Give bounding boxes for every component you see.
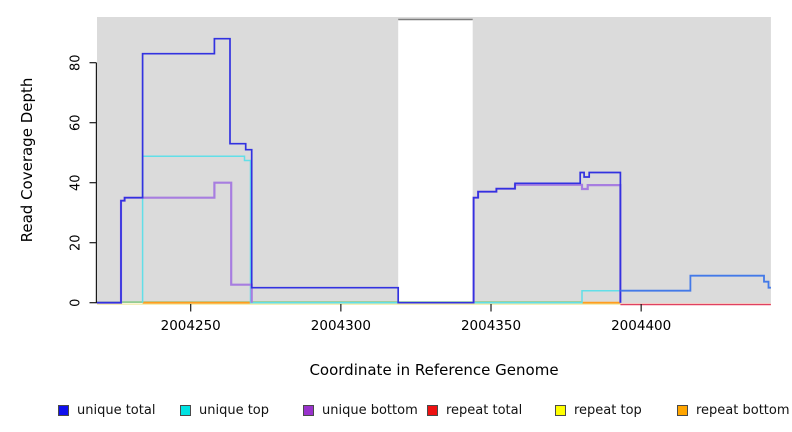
coverage-gap-band: [398, 20, 473, 303]
legend-swatch-icon: [427, 404, 438, 416]
x-tick-label: 2004250: [161, 318, 221, 334]
series-unique-total: [97, 37, 622, 304]
legend-item-unique-top: unique top: [180, 400, 269, 420]
y-axis: 0 20 40 60 80: [69, 54, 98, 307]
legend-swatch-icon: [677, 404, 688, 416]
y-tick-label: 20: [69, 234, 84, 251]
series-unique-top: [141, 155, 622, 304]
legend-label: unique total: [77, 402, 156, 418]
x-tick-label: 2004300: [311, 318, 371, 334]
y-tick-label: 0: [69, 299, 84, 307]
coverage-plot-svg: 0 20 40 60 80 2004250 2004300 2004350 2004400: [69, 17, 771, 334]
legend-swatch-icon: [58, 404, 69, 416]
y-tick-label: 80: [69, 54, 84, 71]
x-axis: 2004250 2004300 2004350 2004400: [161, 304, 671, 334]
series-unique-total-low-right: [620, 274, 771, 292]
legend-item-repeat-total: repeat total: [427, 400, 522, 420]
legend-label: repeat top: [574, 402, 642, 418]
legend-item-unique-bottom: unique bottom: [303, 400, 418, 420]
x-tick-label: 2004400: [611, 318, 671, 334]
coverage-plot: 0 20 40 60 80 2004250 2004300 2004350 2004400: [69, 17, 771, 334]
y-tick-label: 40: [69, 174, 84, 191]
legend-swatch-icon: [180, 404, 191, 416]
legend-label: repeat bottom: [696, 402, 790, 418]
legend-item-repeat-top: repeat top: [555, 400, 642, 420]
legend-item-repeat-bottom: repeat bottom: [677, 400, 790, 420]
x-axis-title: Coordinate in Reference Genome: [309, 361, 559, 379]
y-tick-label: 60: [69, 114, 84, 131]
legend-label: unique top: [199, 402, 270, 418]
y-axis-title: Read Coverage Depth: [18, 77, 36, 243]
legend-swatch-icon: [555, 404, 566, 416]
series-line: [620, 274, 771, 292]
series-line: [97, 37, 622, 304]
legend-label: unique bottom: [322, 402, 418, 418]
legend-item-unique-total: unique total: [58, 400, 155, 420]
x-tick-label: 2004350: [461, 318, 521, 334]
series-line: [141, 155, 622, 304]
legend-label: repeat total: [446, 402, 523, 418]
chart-legend: unique total unique top unique bottom repea…: [0, 400, 792, 424]
legend-swatch-icon: [303, 404, 314, 416]
